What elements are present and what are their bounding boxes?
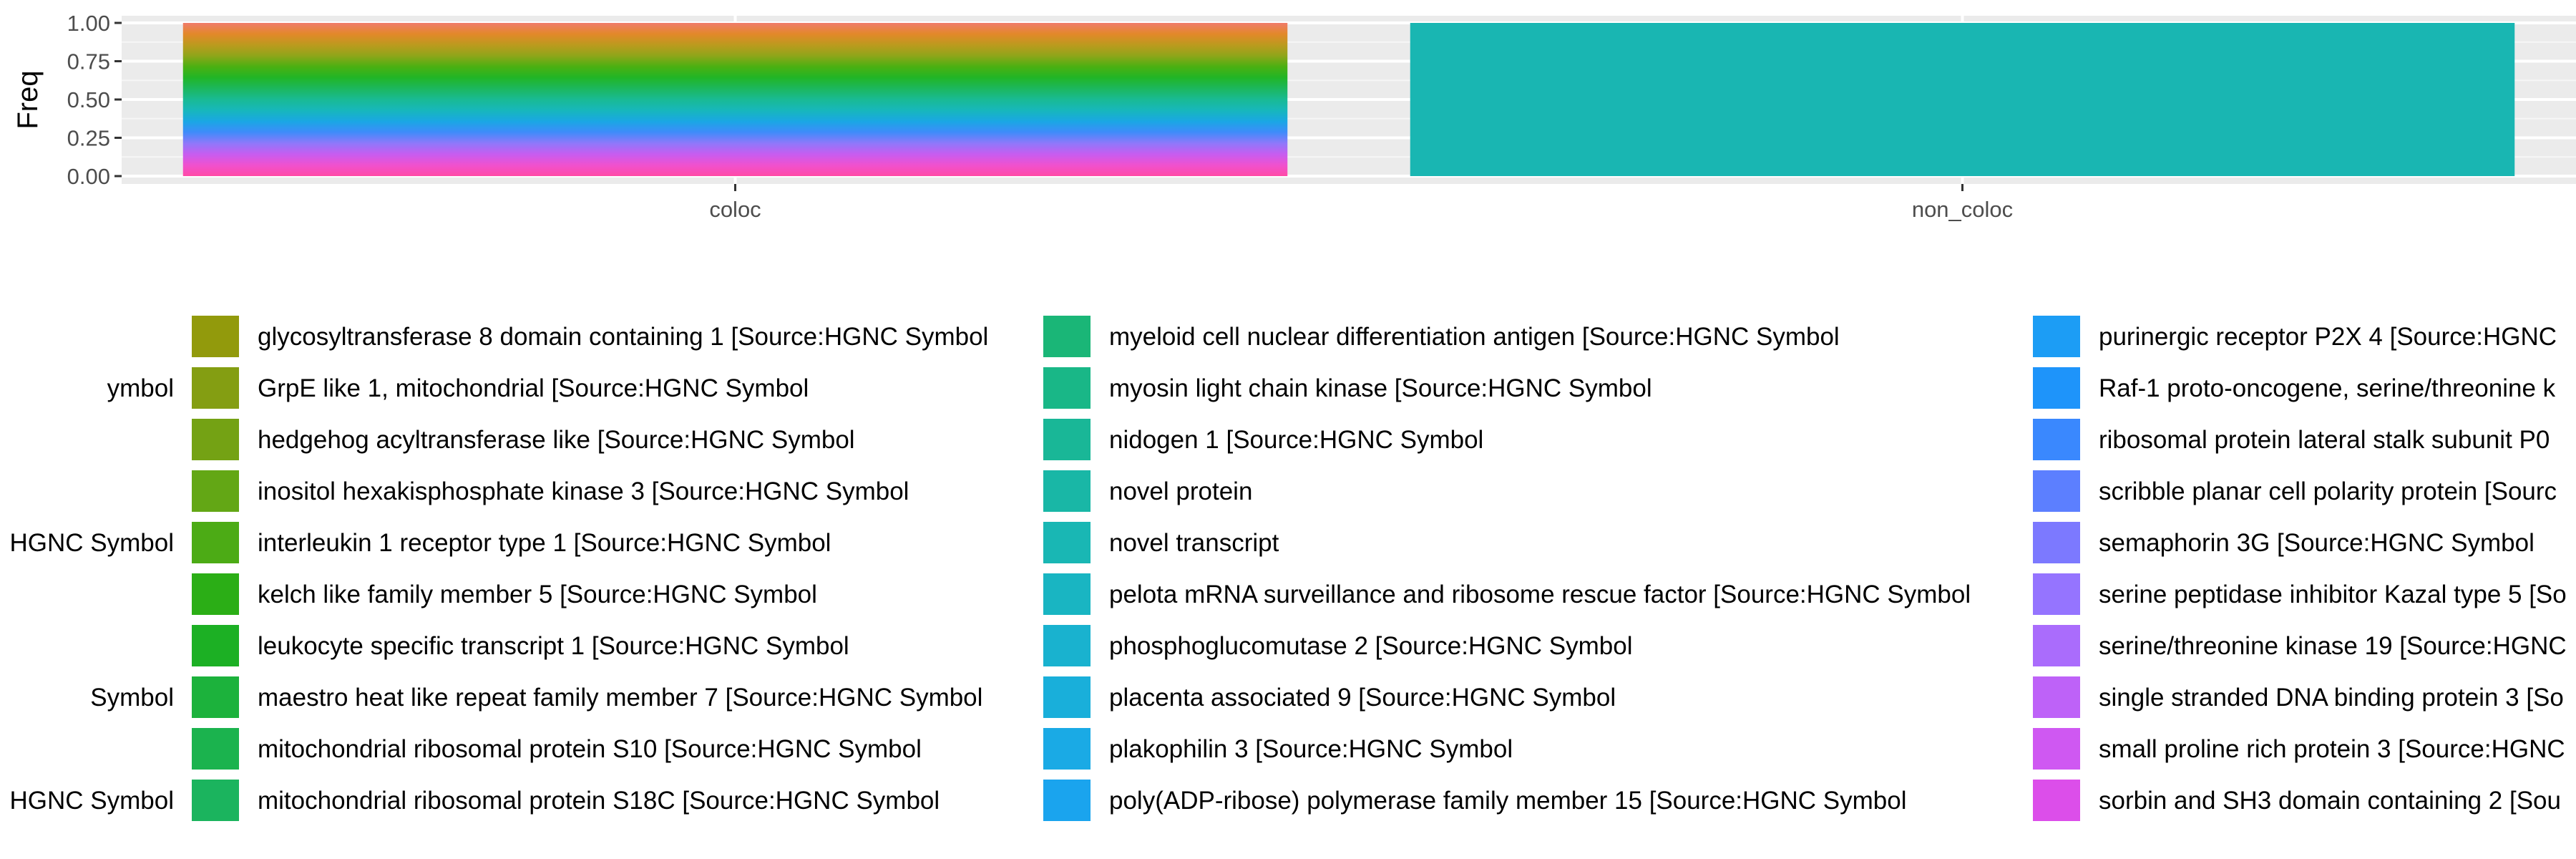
legend-label: HGNC Symbol bbox=[10, 529, 174, 557]
legend-key bbox=[1043, 419, 1091, 460]
legend-label: myosin light chain kinase [Source:HGNC S… bbox=[1109, 374, 1652, 402]
legend-label: ribosomal protein lateral stalk subunit … bbox=[2099, 426, 2550, 454]
legend-label: GrpE like 1, mitochondrial [Source:HGNC … bbox=[258, 374, 809, 402]
legend-key bbox=[2033, 419, 2080, 460]
legend-label: purinergic receptor P2X 4 [Source:HGNC bbox=[2099, 323, 2557, 351]
y-tick-label: 0.50 bbox=[67, 87, 110, 112]
legend-label: scribble planar cell polarity protein [S… bbox=[2099, 477, 2557, 505]
x-tick-label: non_coloc bbox=[1912, 197, 2013, 222]
legend-key bbox=[2033, 780, 2080, 821]
bar-coloc bbox=[182, 23, 1288, 176]
legend-key bbox=[192, 728, 239, 770]
legend-key bbox=[192, 676, 239, 718]
legend-label: sorbin and SH3 domain containing 2 [Sou bbox=[2099, 787, 2561, 815]
legend-key bbox=[192, 780, 239, 821]
legend-label: novel transcript bbox=[1109, 529, 1279, 557]
legend-key bbox=[192, 419, 239, 460]
legend-key bbox=[1043, 780, 1091, 821]
legend-label: maestro heat like repeat family member 7… bbox=[258, 684, 982, 712]
legend-label: hedgehog acyltransferase like [Source:HG… bbox=[258, 426, 855, 454]
legend-label: HGNC Symbol bbox=[10, 787, 174, 815]
legend-label: poly(ADP-ribose) polymerase family membe… bbox=[1109, 787, 1907, 815]
legend-label: placenta associated 9 [Source:HGNC Symbo… bbox=[1109, 684, 1616, 712]
legend-key bbox=[2033, 367, 2080, 409]
legend-label: ymbol bbox=[107, 374, 174, 402]
bar-non-coloc bbox=[1410, 23, 2515, 176]
legend-key bbox=[1043, 625, 1091, 666]
legend-key bbox=[1043, 573, 1091, 615]
legend-label: semaphorin 3G [Source:HGNC Symbol bbox=[2099, 529, 2534, 557]
legend-key bbox=[1043, 367, 1091, 409]
legend-label: glycosyltransferase 8 domain containing … bbox=[258, 323, 988, 351]
legend-key bbox=[2033, 316, 2080, 357]
legend-key bbox=[192, 316, 239, 357]
legend-label: phosphoglucomutase 2 [Source:HGNC Symbol bbox=[1109, 632, 1632, 660]
x-tick-label: coloc bbox=[709, 197, 761, 222]
legend-label: inositol hexakisphosphate kinase 3 [Sour… bbox=[258, 477, 909, 505]
y-tick-label: 0.25 bbox=[67, 126, 110, 151]
legend-key bbox=[192, 470, 239, 512]
legend-label: plakophilin 3 [Source:HGNC Symbol bbox=[1109, 735, 1513, 763]
legend-key bbox=[1043, 676, 1091, 718]
legend-label: single stranded DNA binding protein 3 [S… bbox=[2099, 684, 2564, 712]
legend-label: serine peptidase inhibitor Kazal type 5 … bbox=[2099, 581, 2567, 608]
legend-label: kelch like family member 5 [Source:HGNC … bbox=[258, 581, 817, 608]
legend-key bbox=[2033, 676, 2080, 718]
legend-label: pelota mRNA surveillance and ribosome re… bbox=[1109, 581, 1971, 608]
legend-key bbox=[192, 625, 239, 666]
legend-label: serine/threonine kinase 19 [Source:HGNC bbox=[2099, 632, 2567, 660]
legend-label: mitochondrial ribosomal protein S18C [So… bbox=[258, 787, 940, 815]
legend-key bbox=[1043, 728, 1091, 770]
y-axis-label: Freq bbox=[12, 70, 44, 129]
y-tick-label: 1.00 bbox=[67, 11, 110, 36]
legend-label: Symbol bbox=[90, 684, 174, 712]
legend-label: novel protein bbox=[1109, 477, 1252, 505]
legend-key bbox=[1043, 522, 1091, 563]
legend-label: interleukin 1 receptor type 1 [Source:HG… bbox=[258, 529, 831, 557]
legend-key bbox=[192, 367, 239, 409]
y-tick-label: 0.00 bbox=[67, 164, 110, 189]
legend-label: myeloid cell nuclear differentiation ant… bbox=[1109, 323, 1840, 351]
legend-label: nidogen 1 [Source:HGNC Symbol bbox=[1109, 426, 1483, 454]
legend-label: leukocyte specific transcript 1 [Source:… bbox=[258, 632, 849, 660]
legend-key bbox=[1043, 470, 1091, 512]
y-tick-label: 0.75 bbox=[67, 49, 110, 74]
legend-key bbox=[192, 573, 239, 615]
legend-key bbox=[2033, 625, 2080, 666]
legend-label: small proline rich protein 3 [Source:HGN… bbox=[2099, 735, 2565, 763]
legend-key bbox=[2033, 573, 2080, 615]
legend-key bbox=[2033, 470, 2080, 512]
legend-label: mitochondrial ribosomal protein S10 [Sou… bbox=[258, 735, 922, 763]
legend-label: Raf-1 proto-oncogene, serine/threonine k bbox=[2099, 374, 2556, 402]
legend-key bbox=[1043, 316, 1091, 357]
legend-key bbox=[2033, 728, 2080, 770]
legend-key bbox=[192, 522, 239, 563]
legend-key bbox=[2033, 522, 2080, 563]
